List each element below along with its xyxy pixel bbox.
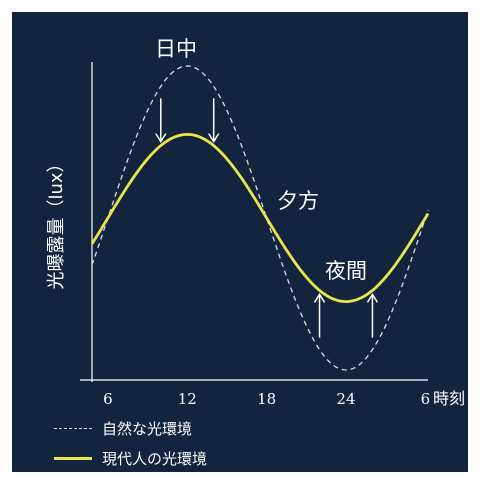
annotation-evening: 夕方 [277, 189, 319, 213]
legend-swatch-dashed [54, 428, 92, 429]
x-tick-label: 18 [257, 390, 276, 408]
legend-label-modern: 現代人の光環境 [102, 450, 208, 468]
y-axis-label: 光曝露量（lux） [46, 154, 67, 289]
annotation-daytime: 日中 [155, 37, 197, 61]
legend-label-natural: 自然な光環境 [102, 420, 193, 438]
x-tick-label: 6 [103, 390, 113, 408]
arrow-up [313, 292, 326, 338]
x-tick-label: 12 [178, 390, 197, 408]
legend-item-natural: 自然な光環境 [54, 418, 192, 439]
chart-panel: 6 12 18 24 6 時刻 光曝露量（lux） 日中 夕方 夜間 自然な光環境 現代… [12, 12, 468, 472]
legend-swatch-solid [54, 457, 92, 460]
x-tick-label: 6 [421, 390, 431, 408]
annotation-night: 夜間 [325, 259, 367, 283]
arrow-down [208, 98, 220, 144]
series-line-modern [90, 132, 430, 304]
arrow-down [155, 98, 167, 144]
x-axis-label: 時刻 [433, 389, 465, 408]
legend-item-modern: 現代人の光環境 [54, 448, 207, 469]
x-tick-label: 24 [336, 390, 355, 408]
chart-svg: 6 12 18 24 6 時刻 光曝露量（lux） 日中 夕方 夜間 [46, 37, 465, 408]
series-line-natural [91, 65, 429, 371]
arrow-up [366, 292, 379, 338]
